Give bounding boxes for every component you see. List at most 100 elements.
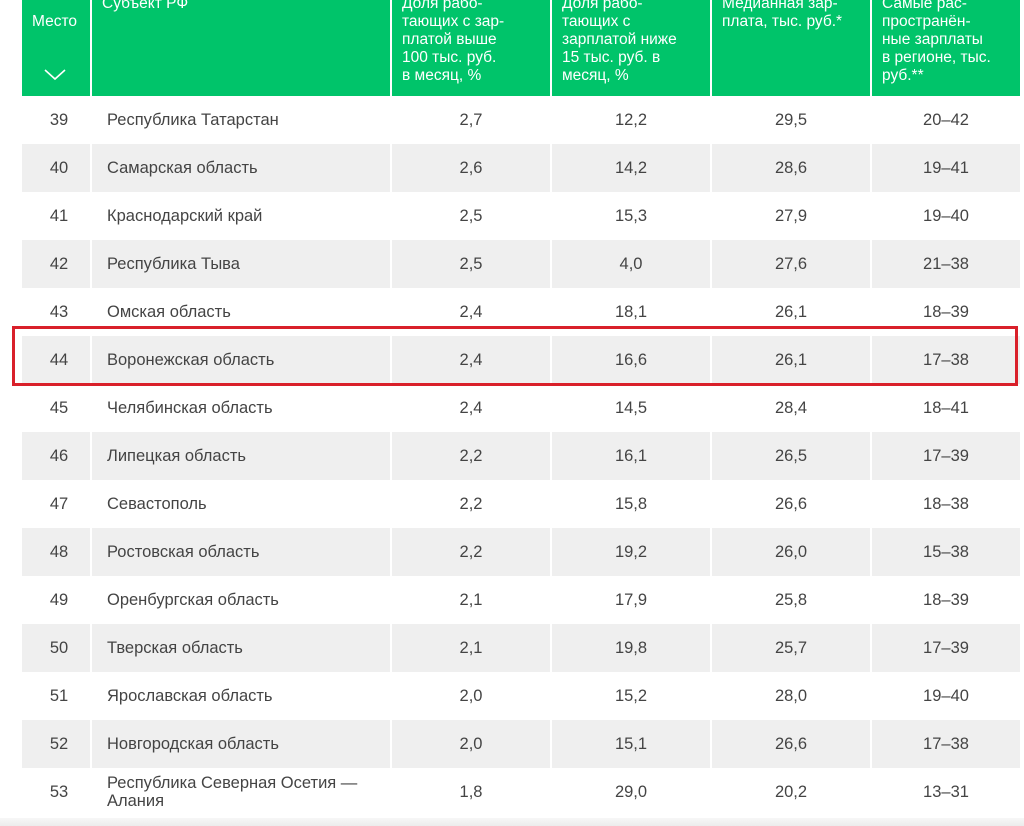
cell-share-high-text: 2,0 [459,734,483,753]
cell-share-low: 14,5 [552,384,712,432]
cell-region-text: Воронежская область [107,351,275,369]
cell-rank: 39 [22,96,92,144]
cell-common-text: 17–39 [923,446,969,465]
cell-share-high: 2,2 [392,480,552,528]
cell-common: 21–38 [872,240,1020,288]
cell-share-high: 2,6 [392,144,552,192]
cell-share-low: 15,2 [552,672,712,720]
cell-median-text: 27,6 [774,254,808,273]
cell-share-low-text: 29,0 [614,782,648,801]
cell-region-text: Тверская область [107,639,243,657]
header-share-high[interactable]: Доля рабо- тающих с зар- платой выше 100… [392,0,552,96]
cell-median: 27,6 [712,240,872,288]
cell-share-high-text: 2,7 [459,110,483,129]
cell-share-high-text: 2,6 [459,158,483,177]
table-row: 44 Воронежская область 2,4 16,6 26,1 17–38 [22,336,1020,384]
cell-region-text: Ярославская область [107,687,273,705]
cell-common: 19–40 [872,672,1020,720]
cell-region-text: Ростовская область [107,543,260,561]
table-row: 41 Краснодарский край 2,5 15,3 27,9 19–40 [22,192,1020,240]
table-row: 45 Челябинская область 2,4 14,5 28,4 18–41 [22,384,1020,432]
cell-rank-text: 40 [49,158,69,177]
cell-common-text: 21–38 [923,254,969,273]
cell-median: 20,2 [712,768,872,816]
cell-common: 18–39 [872,576,1020,624]
salary-table: Место Субъект РФ Доля рабо- тающих с зар… [22,0,1020,816]
cell-rank-text: 50 [49,638,69,657]
cell-region: Ярославская область [92,672,392,720]
cell-rank: 52 [22,720,92,768]
cell-region-text: Республика Татарстан [107,111,279,129]
cell-share-low-text: 17,9 [614,590,648,609]
header-rank[interactable]: Место [22,0,92,96]
cell-median: 26,0 [712,528,872,576]
cell-share-low-text: 15,3 [614,206,648,225]
cell-share-high-text: 2,2 [459,446,483,465]
cell-share-high: 2,4 [392,336,552,384]
cell-share-low-text: 15,1 [614,734,648,753]
cell-rank: 47 [22,480,92,528]
cell-share-high: 2,4 [392,384,552,432]
cell-median: 29,5 [712,96,872,144]
cell-share-high: 2,7 [392,96,552,144]
cell-share-low-text: 15,8 [614,494,648,513]
cell-median-text: 26,1 [774,302,808,321]
cell-rank: 41 [22,192,92,240]
cell-median-text: 28,4 [774,398,808,417]
cell-common-text: 13–31 [923,782,969,801]
cell-share-high-text: 2,0 [459,686,483,705]
table-row: 49 Оренбургская область 2,1 17,9 25,8 18–39 [22,576,1020,624]
header-share-low[interactable]: Доля рабо- тающих с зарплатой ниже 15 ты… [552,0,712,96]
cell-region-text: Омская область [107,303,231,321]
cell-share-low: 19,2 [552,528,712,576]
cell-region: Оренбургская область [92,576,392,624]
cell-rank-text: 51 [49,686,69,705]
cell-region: Самарская область [92,144,392,192]
cell-rank: 49 [22,576,92,624]
cell-median: 26,6 [712,720,872,768]
cell-share-high: 2,1 [392,576,552,624]
cell-share-low: 29,0 [552,768,712,816]
cell-share-high: 2,0 [392,720,552,768]
header-median[interactable]: Медианная зар- плата, тыс. руб.* [712,0,872,96]
cell-common: 19–40 [872,192,1020,240]
header-common[interactable]: Самые рас- пространён- ные зарплаты в ре… [882,0,991,84]
cell-share-high-text: 2,2 [459,494,483,513]
cell-median: 27,9 [712,192,872,240]
cell-common-text: 18–38 [923,494,969,513]
cell-common-text: 15–38 [923,542,969,561]
cell-median-text: 29,5 [774,110,808,129]
cell-share-high-text: 2,4 [459,350,483,369]
cell-rank-text: 44 [49,350,69,369]
cell-median-text: 20,2 [774,782,808,801]
cell-share-low: 15,3 [552,192,712,240]
cell-share-high: 2,1 [392,624,552,672]
cell-share-high: 2,0 [392,672,552,720]
cell-common: 18–38 [872,480,1020,528]
cell-share-high-text: 2,1 [459,590,483,609]
cell-common: 19–41 [872,144,1020,192]
cell-share-high-text: 2,4 [459,398,483,417]
cell-region: Республика Татарстан [92,96,392,144]
cell-common-text: 18–39 [923,302,969,321]
cell-region-text: Липецкая область [107,447,246,465]
cell-share-low: 4,0 [552,240,712,288]
table-row: 46 Липецкая область 2,2 16,1 26,5 17–39 [22,432,1020,480]
cell-median: 28,6 [712,144,872,192]
chevron-down-icon[interactable] [44,69,66,81]
cell-region: Челябинская область [92,384,392,432]
cell-rank-text: 42 [49,254,69,273]
cell-common: 15–38 [872,528,1020,576]
cell-median: 26,5 [712,432,872,480]
cell-rank: 44 [22,336,92,384]
cell-rank: 46 [22,432,92,480]
cell-median: 28,4 [712,384,872,432]
cell-common-text: 17–38 [923,734,969,753]
cell-median-text: 26,0 [774,542,808,561]
cell-share-low: 14,2 [552,144,712,192]
header-region[interactable]: Субъект РФ [92,0,392,96]
cell-share-low: 15,8 [552,480,712,528]
cell-rank: 40 [22,144,92,192]
cell-common-text: 17–38 [923,350,969,369]
cell-median-text: 28,0 [774,686,808,705]
